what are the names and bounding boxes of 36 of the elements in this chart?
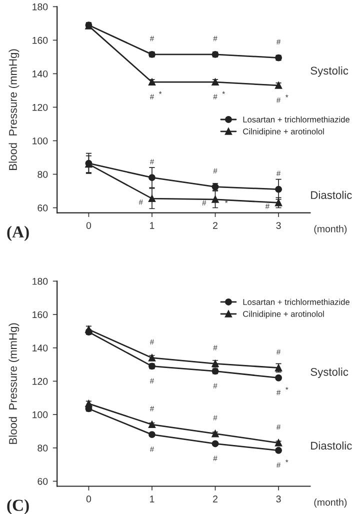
y-tick-label: 100 — [32, 137, 48, 144]
legend-label: Losartan + trichlormethiazide — [243, 116, 350, 122]
y-tick-label: 80 — [38, 170, 48, 178]
x-tick-label: 0 — [86, 496, 92, 502]
y-tick-label: 120 — [32, 378, 48, 385]
y-tick-label: 100 — [32, 411, 48, 418]
y-tick-label: 60 — [38, 204, 48, 212]
y-tick-label: 80 — [38, 444, 48, 452]
x-tick-label: 3 — [276, 222, 281, 229]
x-tick-label: 1 — [150, 222, 154, 229]
y-tick-label: 140 — [32, 344, 48, 352]
x-axis-title: (month) — [314, 225, 347, 234]
x-tick-label: 0 — [86, 222, 92, 229]
y-tick-label: 120 — [32, 104, 48, 111]
y-tick-label: 60 — [38, 478, 48, 485]
x-tick-label: 2 — [213, 222, 218, 229]
y-tick-label: 160 — [32, 36, 48, 44]
x-tick-label: 2 — [213, 496, 218, 502]
y-tick-label: 180 — [32, 278, 48, 285]
y-axis-title: Blood Pressure (mmHg) — [8, 323, 20, 444]
text: Systolic — [310, 368, 348, 378]
x-tick-label: 1 — [150, 496, 154, 502]
y-axis-title: Blood Pressure (mmHg) — [8, 49, 20, 170]
y-tick-label: 160 — [32, 311, 48, 318]
text: Diastolic — [311, 441, 352, 450]
text: Systolic — [310, 66, 348, 77]
x-tick-label: 3 — [276, 496, 281, 502]
text: Diastolic — [311, 190, 352, 200]
text: (C) — [7, 499, 29, 514]
legend-label: Losartan + trichlormethiazide — [243, 298, 350, 305]
y-tick-label: 140 — [32, 70, 48, 78]
y-tick-label: 180 — [32, 3, 48, 10]
legend-label: Cilnidipine + arotinolol — [243, 128, 324, 136]
text: (A) — [7, 226, 29, 241]
legend-label: Cilnidipine + arotinolol — [243, 310, 324, 319]
x-axis-title: (month) — [314, 498, 347, 508]
